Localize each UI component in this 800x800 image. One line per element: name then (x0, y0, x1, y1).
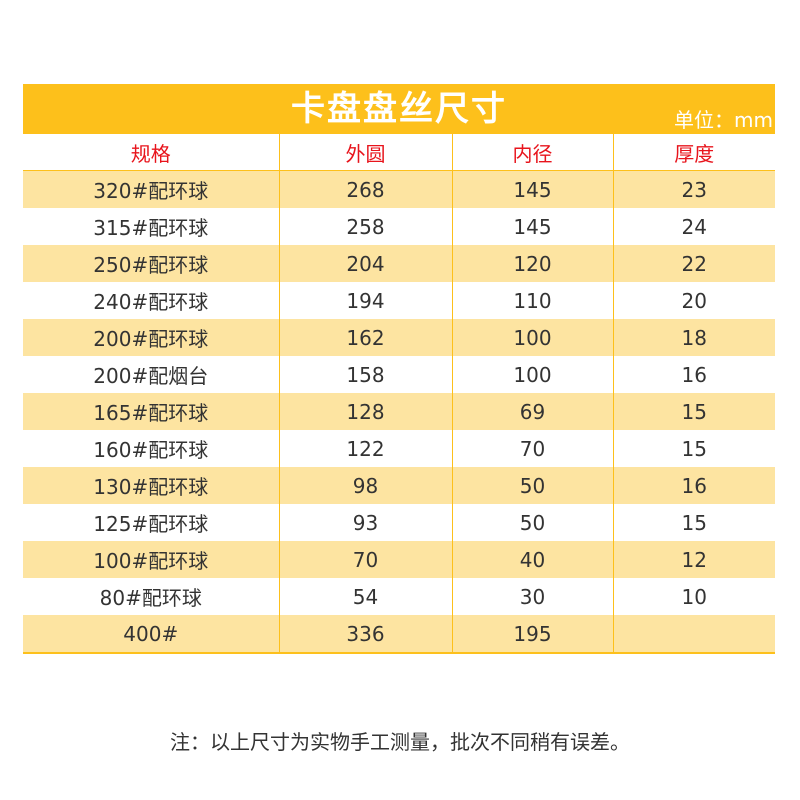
cell-thickness: 15 (612, 504, 775, 541)
table-body: 320#配环球 268 145 23 315#配环球 258 145 24 250#配环球 204… (23, 170, 775, 654)
cell-inner-diameter: 195 (451, 615, 613, 654)
table-row: 400# 336 195 (23, 615, 775, 654)
cell-outer-diameter: 162 (278, 319, 452, 356)
cell-thickness: 20 (612, 282, 775, 319)
cell-thickness: 22 (612, 245, 775, 282)
cell-spec: 320#配环球 (23, 170, 279, 208)
cell-spec: 80#配环球 (99, 586, 202, 610)
cell-thickness: 15 (612, 393, 775, 430)
table-row: 240#配环球 194 110 20 (23, 282, 775, 319)
cell-spec: 165#配环球 (23, 393, 279, 430)
cell-inner-diameter: 120 (451, 245, 613, 282)
table-row: 125#配环球 93 50 15 (23, 504, 775, 541)
cell-inner-diameter: 50 (451, 467, 613, 504)
cell-spec: 240#配环球 (93, 290, 209, 314)
table-title: 卡盘盘丝尺寸 (291, 89, 507, 129)
cell-inner-diameter: 40 (451, 541, 613, 578)
cell-inner-diameter: 100 (451, 319, 613, 356)
measurement-note: 注：以上尺寸为实物手工测量，批次不同稍有误差。 (170, 730, 630, 754)
cell-thickness: 16 (612, 356, 775, 393)
cell-spec: 130#配环球 (23, 467, 279, 504)
cell-outer-diameter: 98 (278, 467, 452, 504)
cell-thickness (612, 615, 775, 654)
cell-thickness: 24 (612, 208, 775, 245)
cell-inner-diameter: 145 (451, 208, 613, 245)
cell-outer-diameter: 204 (278, 245, 452, 282)
cell-spec: 160#配环球 (93, 438, 209, 462)
cell-outer-diameter: 54 (278, 578, 452, 615)
cell-outer-diameter: 128 (278, 393, 452, 430)
unit-label: 单位：mm (674, 108, 773, 132)
spec-table: 规格 外圆 内径 厚度 320#配环球 268 145 23 315#配环球 258 145… (23, 134, 775, 654)
cell-outer-diameter: 70 (278, 541, 452, 578)
cell-outer-diameter: 258 (278, 208, 452, 245)
cell-thickness: 15 (612, 430, 775, 467)
cell-outer-diameter: 194 (278, 282, 452, 319)
header-row: 规格 外圆 内径 厚度 (23, 134, 775, 171)
column-header-inner-diameter: 内径 (451, 134, 613, 171)
column-header-outer-diameter: 外圆 (278, 134, 452, 171)
cell-inner-diameter: 30 (451, 578, 613, 615)
table-row: 320#配环球 268 145 23 (23, 170, 775, 208)
cell-spec: 200#配环球 (23, 319, 279, 356)
table-row: 315#配环球 258 145 24 (23, 208, 775, 245)
table-row: 250#配环球 204 120 22 (23, 245, 775, 282)
cell-thickness: 16 (612, 467, 775, 504)
cell-inner-diameter: 110 (451, 282, 613, 319)
cell-outer-diameter: 93 (278, 504, 452, 541)
table-banner: 卡盘盘丝尺寸 单位：mm (23, 84, 775, 134)
table-row: 200#配烟台 158 100 16 (23, 356, 775, 393)
cell-inner-diameter: 69 (451, 393, 613, 430)
table-row: 130#配环球 98 50 16 (23, 467, 775, 504)
cell-spec: 400# (23, 615, 279, 654)
table-row: 160#配环球 122 70 15 (23, 430, 775, 467)
table-row: 100#配环球 70 40 12 (23, 541, 775, 578)
column-header-spec: 规格 (23, 134, 279, 171)
column-header-thickness: 厚度 (612, 134, 775, 171)
cell-inner-diameter: 50 (451, 504, 613, 541)
cell-thickness: 12 (612, 541, 775, 578)
cell-spec: 125#配环球 (93, 512, 209, 536)
cell-thickness: 18 (612, 319, 775, 356)
cell-thickness: 23 (612, 170, 775, 208)
table-row: 80#配环球 54 30 10 (23, 578, 775, 615)
cell-outer-diameter: 268 (278, 170, 452, 208)
table-row: 200#配环球 162 100 18 (23, 319, 775, 356)
cell-inner-diameter: 100 (451, 356, 613, 393)
cell-spec: 200#配烟台 (93, 364, 209, 388)
cell-thickness: 10 (612, 578, 775, 615)
cell-spec: 250#配环球 (23, 245, 279, 282)
cell-inner-diameter: 70 (451, 430, 613, 467)
cell-inner-diameter: 145 (451, 170, 613, 208)
cell-spec: 315#配环球 (93, 216, 209, 240)
cell-outer-diameter: 336 (278, 615, 452, 654)
table-row: 165#配环球 128 69 15 (23, 393, 775, 430)
cell-outer-diameter: 158 (278, 356, 452, 393)
cell-outer-diameter: 122 (278, 430, 452, 467)
cell-spec: 100#配环球 (23, 541, 279, 578)
